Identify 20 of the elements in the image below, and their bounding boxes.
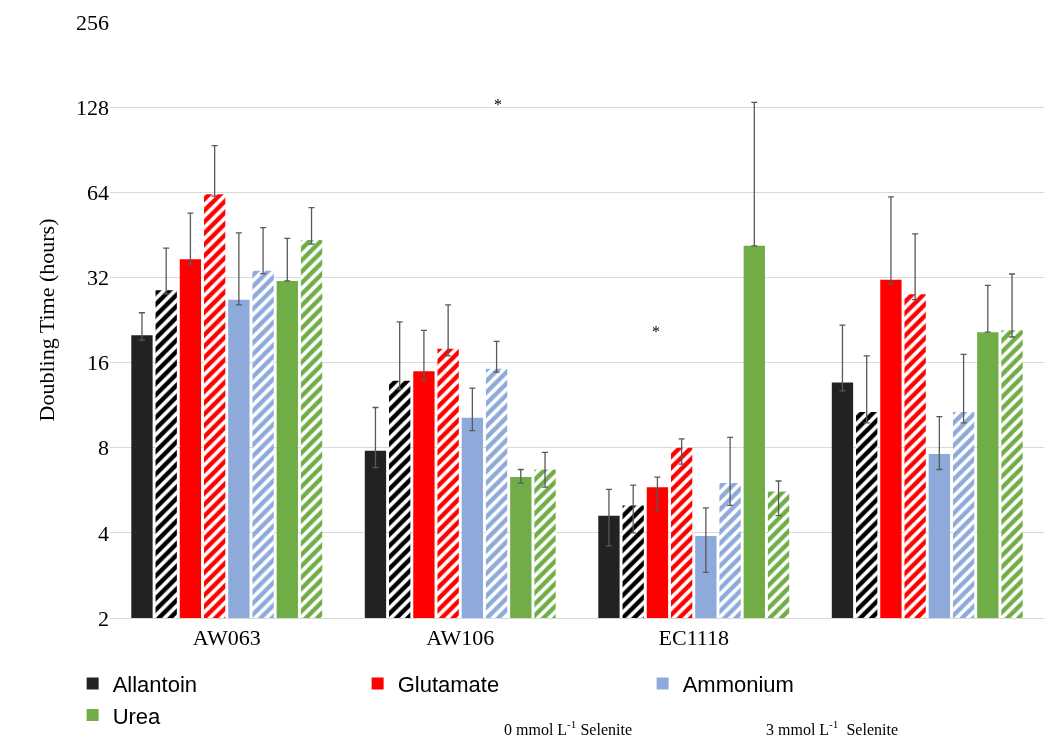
x-tick-label: EC1118 <box>658 625 729 651</box>
y-tick-label: 4 <box>98 520 109 546</box>
y-tick-label: 2 <box>98 605 109 631</box>
y-tick-label: 64 <box>87 179 109 205</box>
legend-label: Allantoin <box>112 672 198 698</box>
y-tick-label: 16 <box>87 350 109 376</box>
y-axis-title: Doubling Time (hours) <box>33 218 59 422</box>
annotation: * <box>652 323 660 340</box>
annotation: * <box>494 96 502 113</box>
y-tick-label: 8 <box>98 435 109 461</box>
x-tick-label: AW106 <box>426 625 495 651</box>
y-tick-label: 256 <box>76 9 109 35</box>
text: 3 mmol L$^{-1}$ Selenite <box>766 718 898 738</box>
legend-label: Glutamate <box>397 672 500 698</box>
x-tick-label: AW063 <box>192 625 261 651</box>
legend-label: Urea <box>112 703 162 729</box>
y-tick-label: 128 <box>76 94 109 120</box>
text: 0 mmol L$^{-1}$ Selenite <box>504 718 632 738</box>
legend-label: Ammonium <box>682 672 794 698</box>
y-tick-label: 32 <box>87 265 109 291</box>
